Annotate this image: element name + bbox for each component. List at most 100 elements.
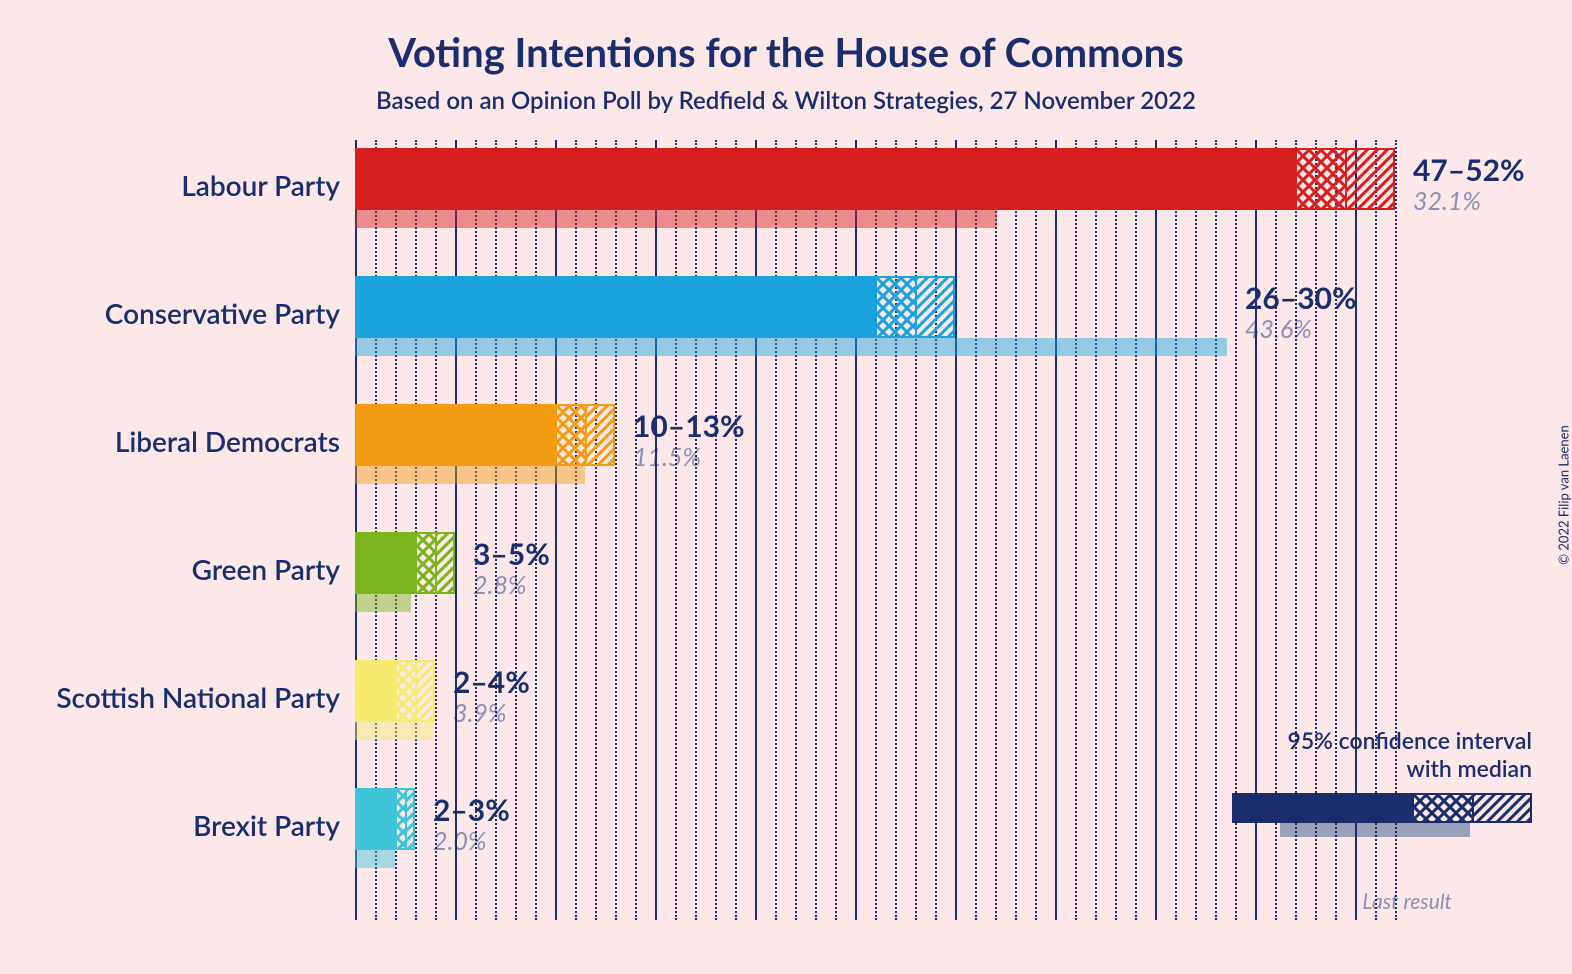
bar-crosshatch xyxy=(1295,148,1345,210)
bar-crosshatch xyxy=(415,532,435,594)
grid-minor xyxy=(615,140,617,920)
grid-minor xyxy=(1335,140,1337,920)
legend-bar-crosshatch xyxy=(1412,793,1472,823)
bar-diaghatch xyxy=(915,276,955,338)
bar-last-result xyxy=(355,466,585,484)
grid-minor xyxy=(675,140,677,920)
grid-minor xyxy=(935,140,937,920)
legend-sample xyxy=(1202,793,1532,841)
legend-bar-diaghatch xyxy=(1472,793,1532,823)
grid-minor xyxy=(735,140,737,920)
grid-minor xyxy=(535,140,537,920)
party-label: Labour Party xyxy=(181,168,340,202)
last-result-label: 11.5% xyxy=(633,442,701,472)
grid-minor xyxy=(795,140,797,920)
grid-major xyxy=(1255,140,1257,920)
grid-minor xyxy=(435,140,437,920)
grid-major xyxy=(1355,140,1357,920)
grid-minor xyxy=(895,140,897,920)
bar-crosshatch xyxy=(875,276,915,338)
party-label: Conservative Party xyxy=(105,296,340,330)
bar-last-result xyxy=(355,210,997,228)
last-result-label: 2.0% xyxy=(433,826,486,856)
grid-minor xyxy=(1275,140,1277,920)
grid-major xyxy=(755,140,757,920)
last-result-label: 2.8% xyxy=(473,570,526,600)
range-label: 2–3% xyxy=(433,792,510,828)
grid-minor xyxy=(635,140,637,920)
party-label: Brexit Party xyxy=(193,808,340,842)
grid-minor xyxy=(595,140,597,920)
grid-major xyxy=(655,140,657,920)
copyright-text: © 2022 Filip van Laenen xyxy=(1556,425,1572,565)
bar-solid xyxy=(355,276,875,338)
grid-minor xyxy=(975,140,977,920)
grid-minor xyxy=(1295,140,1297,920)
grid-minor xyxy=(815,140,817,920)
grid-minor xyxy=(575,140,577,920)
grid-minor xyxy=(915,140,917,920)
party-label: Green Party xyxy=(192,552,340,586)
bar-diaghatch xyxy=(405,788,415,850)
legend-title: 95% confidence interval with median xyxy=(1202,726,1532,784)
grid-minor xyxy=(1215,140,1217,920)
bar-solid xyxy=(355,660,395,722)
grid-minor xyxy=(475,140,477,920)
grid-minor xyxy=(1075,140,1077,920)
grid-minor xyxy=(495,140,497,920)
range-label: 10–13% xyxy=(633,408,745,444)
bar-last-result xyxy=(355,850,395,868)
bar-diaghatch xyxy=(415,660,435,722)
legend: 95% confidence interval with median Last… xyxy=(1202,726,1532,915)
grid-major xyxy=(855,140,857,920)
range-label: 3–5% xyxy=(473,536,550,572)
last-result-label: 3.9% xyxy=(453,698,506,728)
grid-minor xyxy=(1315,140,1317,920)
bar-last-result xyxy=(355,722,433,740)
grid-minor xyxy=(1175,140,1177,920)
range-label: 2–4% xyxy=(453,664,530,700)
grid-major xyxy=(555,140,557,920)
bar-solid xyxy=(355,532,415,594)
grid-minor xyxy=(715,140,717,920)
grid-minor xyxy=(835,140,837,920)
bar-crosshatch xyxy=(555,404,585,466)
grid-minor xyxy=(695,140,697,920)
chart-subtitle: Based on an Opinion Poll by Redfield & W… xyxy=(0,86,1572,115)
bar-last-result xyxy=(355,594,411,612)
grid-minor xyxy=(1375,140,1377,920)
grid-major xyxy=(1155,140,1157,920)
bar-solid xyxy=(355,148,1295,210)
grid-minor xyxy=(415,140,417,920)
grid-major xyxy=(455,140,457,920)
last-result-label: 32.1% xyxy=(1413,186,1481,216)
legend-last-result-label: Last result xyxy=(1202,889,1452,914)
bar-diaghatch xyxy=(435,532,455,594)
grid-minor xyxy=(875,140,877,920)
grid-minor xyxy=(515,140,517,920)
grid-minor xyxy=(1395,140,1397,920)
grid-minor xyxy=(1195,140,1197,920)
range-label: 26–30% xyxy=(1245,280,1357,316)
bar-last-result xyxy=(355,338,1227,356)
party-label: Scottish National Party xyxy=(56,680,340,714)
bar-diaghatch xyxy=(585,404,615,466)
bar-diaghatch xyxy=(1345,148,1395,210)
bar-solid xyxy=(355,404,555,466)
grid-minor xyxy=(1135,140,1137,920)
bar-crosshatch xyxy=(395,660,415,722)
grid-minor xyxy=(1235,140,1237,920)
bar-solid xyxy=(355,788,395,850)
range-label: 47–52% xyxy=(1413,152,1525,188)
grid-minor xyxy=(1015,140,1017,920)
grid-major xyxy=(955,140,957,920)
party-label: Liberal Democrats xyxy=(115,424,340,458)
grid-minor xyxy=(1035,140,1037,920)
grid-minor xyxy=(1095,140,1097,920)
bar-crosshatch xyxy=(395,788,405,850)
grid-minor xyxy=(775,140,777,920)
grid-minor xyxy=(1115,140,1117,920)
grid-minor xyxy=(995,140,997,920)
grid-major xyxy=(1055,140,1057,920)
chart-title: Voting Intentions for the House of Commo… xyxy=(0,0,1572,76)
